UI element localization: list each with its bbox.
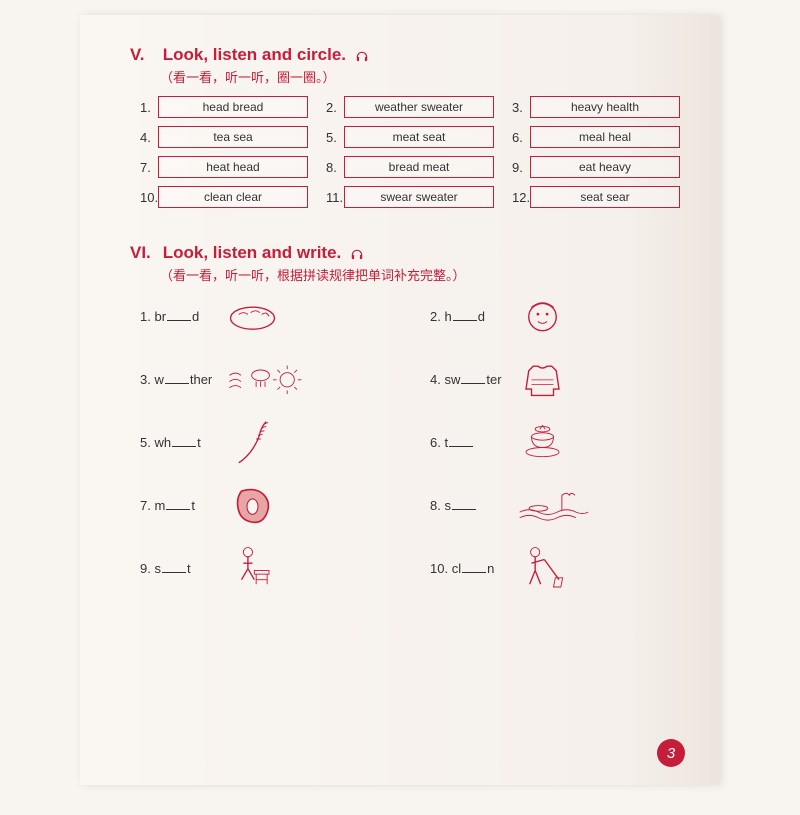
- section-v-title: V. Look, listen and circle.: [130, 45, 680, 65]
- write-grid: 1. brd 2. hd 3. wther 4. swter 5. wht: [140, 294, 680, 591]
- write-item: 2. hd: [430, 294, 680, 339]
- page-number: 3: [657, 739, 685, 767]
- clean-icon: [515, 546, 570, 591]
- sweater-icon: [515, 357, 570, 402]
- headphones-icon: [350, 247, 364, 261]
- word-item: 4.tea sea: [140, 126, 308, 148]
- weather-icon: [225, 357, 305, 402]
- roman-v: V.: [130, 45, 158, 65]
- word-item: 8.bread meat: [326, 156, 494, 178]
- word-item: 3.heavy health: [512, 96, 680, 118]
- subtitle-vi: （看一看，听一听，根据拼读规律把单词补充完整。）: [160, 265, 680, 284]
- bread-icon: [225, 294, 280, 339]
- word-item: 2.weather sweater: [326, 96, 494, 118]
- write-item: 10. cln: [430, 546, 680, 591]
- tea-icon: [515, 420, 570, 465]
- word-grid: 1.head bread 2.weather sweater 3.heavy h…: [140, 96, 680, 208]
- section-vi-title: VI. Look, listen and write.: [130, 243, 680, 263]
- subtitle-v: （看一看，听一听，圈一圈。）: [160, 67, 680, 86]
- head-icon: [515, 294, 570, 339]
- sea-icon: [515, 483, 590, 528]
- workbook-page: V. Look, listen and circle. （看一看，听一听，圈一圈…: [80, 15, 720, 785]
- word-item: 7.heat head: [140, 156, 308, 178]
- write-item: 4. swter: [430, 357, 680, 402]
- write-item: 3. wther: [140, 357, 390, 402]
- wheat-icon: [225, 420, 280, 465]
- seat-icon: [225, 546, 280, 591]
- meat-icon: [225, 483, 280, 528]
- word-item: 12.seat sear: [512, 186, 680, 208]
- title-v-en: Look, listen and circle.: [163, 45, 346, 64]
- write-item: 6. t: [430, 420, 680, 465]
- word-item: 1.head bread: [140, 96, 308, 118]
- word-item: 9.eat heavy: [512, 156, 680, 178]
- write-item: 8. s: [430, 483, 680, 528]
- word-item: 11.swear sweater: [326, 186, 494, 208]
- roman-vi: VI.: [130, 243, 158, 263]
- word-item: 6.meal heal: [512, 126, 680, 148]
- write-item: 9. st: [140, 546, 390, 591]
- headphones-icon: [355, 49, 369, 63]
- write-item: 5. wht: [140, 420, 390, 465]
- write-item: 1. brd: [140, 294, 390, 339]
- word-item: 5.meat seat: [326, 126, 494, 148]
- word-item: 10.clean clear: [140, 186, 308, 208]
- title-vi-en: Look, listen and write.: [163, 243, 342, 262]
- write-item: 7. mt: [140, 483, 390, 528]
